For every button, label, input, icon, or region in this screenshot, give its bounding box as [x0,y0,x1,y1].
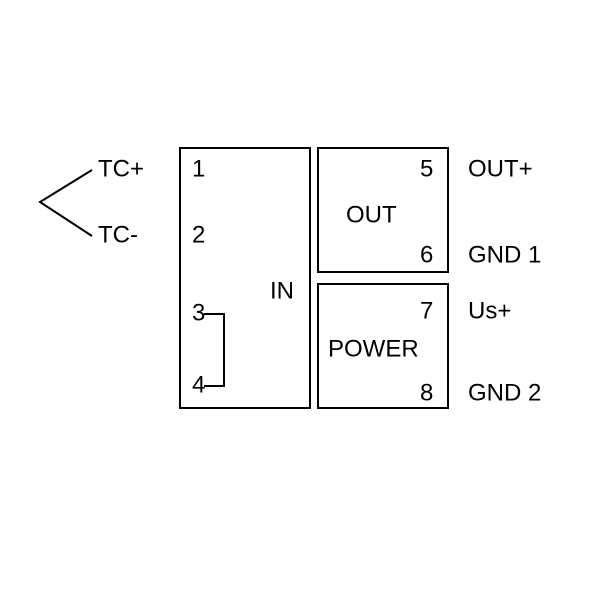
pin-1-label: TC+ [98,155,144,182]
pin-8-number: 8 [420,379,433,406]
pin-6-number: 6 [420,241,433,268]
pin-7-number: 7 [420,297,433,324]
pin-6-label: GND 1 [468,241,541,268]
pin-2-number: 2 [192,221,205,248]
pin-7-label: Us+ [468,297,511,324]
pin-3-number: 3 [192,299,205,326]
pin-8-label: GND 2 [468,379,541,406]
pin-2-label: TC- [98,221,138,248]
pin-5-label: OUT+ [468,155,533,182]
box-power-label: POWER [328,335,419,362]
pin-4-number: 4 [192,371,205,398]
jumper-3-4 [204,314,224,386]
pin-1-number: 1 [192,155,205,182]
pin-5-number: 5 [420,155,433,182]
thermocouple-symbol [40,170,92,236]
box-out-label: OUT [346,201,397,228]
box-in-label: IN [270,277,294,304]
